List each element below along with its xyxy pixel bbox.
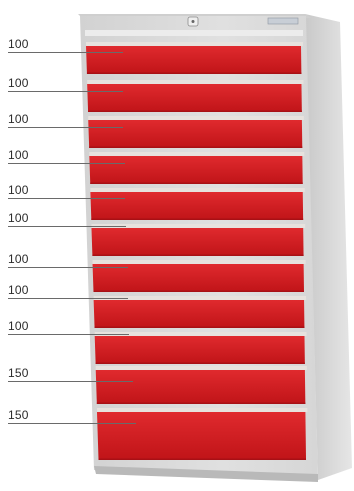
brand-plate — [267, 17, 299, 25]
drawer-handle[interactable] — [91, 224, 306, 228]
drawer-shadow — [95, 362, 305, 364]
drawer-front[interactable] — [89, 156, 303, 184]
drawer-shadow — [88, 110, 302, 112]
drawer-handle[interactable] — [89, 152, 305, 156]
cabinet-base — [94, 466, 318, 482]
drawer-front[interactable] — [87, 84, 302, 112]
drawer-handle[interactable] — [93, 296, 307, 300]
leader-line — [8, 381, 133, 382]
cabinet-side-panel — [305, 14, 352, 480]
leader-line — [8, 334, 129, 335]
drawer-height-label: 100 — [8, 183, 29, 197]
leader-line — [8, 298, 128, 299]
drawer-height-label: 100 — [8, 283, 29, 297]
drawer-front[interactable] — [88, 120, 303, 148]
leader-line — [8, 127, 123, 128]
drawer-front[interactable] — [90, 192, 304, 220]
drawer-handle[interactable] — [95, 366, 307, 370]
drawer-stack — [86, 42, 308, 460]
drawer-height-label: 100 — [8, 211, 29, 225]
drawer-front[interactable] — [93, 300, 305, 328]
drawer-height-label: 100 — [8, 112, 29, 126]
drawer-front[interactable] — [86, 46, 302, 74]
leader-line — [8, 163, 125, 164]
drawer-front[interactable] — [95, 370, 306, 404]
drawer-height-label: 150 — [8, 408, 29, 422]
drawer-shadow — [92, 254, 304, 256]
drawer-handle[interactable] — [90, 188, 305, 192]
drawer-handle[interactable] — [86, 42, 303, 46]
drawer-shadow — [93, 290, 304, 292]
drawer-front[interactable] — [96, 412, 307, 460]
leader-line — [8, 198, 125, 199]
drawer-shadow — [91, 218, 304, 220]
drawer-shadow — [86, 72, 302, 74]
lock-icon — [187, 16, 199, 27]
drawer-shadow — [90, 182, 303, 184]
cabinet-top-strip — [85, 30, 303, 36]
drawer-handle[interactable] — [88, 116, 304, 120]
drawer-height-label: 100 — [8, 76, 29, 90]
drawer-handle[interactable] — [92, 260, 306, 264]
leader-line — [8, 91, 123, 92]
drawer-handle[interactable] — [87, 80, 304, 84]
drawer-front[interactable] — [91, 228, 304, 256]
drawer-height-label: 100 — [8, 319, 29, 333]
leader-line — [8, 52, 123, 53]
drawer-shadow — [98, 458, 307, 460]
drawer-height-label: 150 — [8, 366, 29, 380]
drawer-shadow — [96, 402, 306, 404]
leader-line — [8, 226, 126, 227]
drawer-height-label: 100 — [8, 148, 29, 162]
leader-line — [8, 267, 128, 268]
leader-line — [8, 423, 136, 424]
drawer-shadow — [89, 146, 303, 148]
drawer-front[interactable] — [94, 336, 305, 364]
drawer-shadow — [94, 326, 305, 328]
drawer-handle[interactable] — [96, 408, 308, 412]
drawer-front[interactable] — [92, 264, 304, 292]
drawer-height-label: 100 — [8, 37, 29, 51]
drawer-height-label: 100 — [8, 252, 29, 266]
drawer-handle[interactable] — [94, 332, 307, 336]
